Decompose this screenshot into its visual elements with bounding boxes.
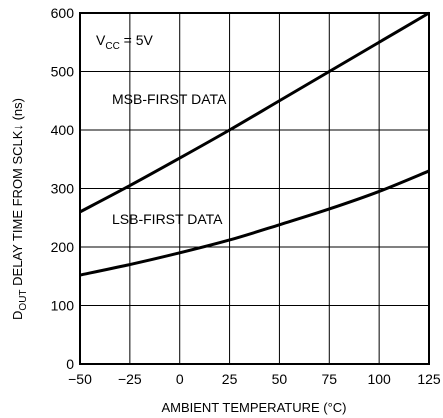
x-tick-label: 125 bbox=[417, 371, 441, 387]
y-tick-label: 300 bbox=[51, 181, 75, 197]
series-label-msb: MSB-FIRST DATA bbox=[112, 91, 227, 107]
vcc-suffix: = 5V bbox=[120, 32, 154, 48]
y-tick-label: 600 bbox=[51, 5, 75, 21]
y-tick-label: 100 bbox=[51, 298, 75, 314]
series-label-lsb: LSB-FIRST DATA bbox=[112, 211, 223, 227]
x-tick-label: 50 bbox=[272, 371, 288, 387]
y-axis-title-subscript: OUT bbox=[18, 289, 29, 310]
grid bbox=[79, 12, 430, 365]
y-tick-label: 0 bbox=[66, 356, 74, 372]
series-line-msb bbox=[79, 11, 430, 214]
plot-frame bbox=[79, 12, 430, 365]
x-axis-title: AMBIENT TEMPERATURE (°C) bbox=[161, 400, 346, 415]
y-tick-label: 200 bbox=[51, 239, 75, 255]
vcc-subscript: CC bbox=[105, 41, 119, 52]
y-tick-label: 500 bbox=[51, 64, 75, 80]
vcc-annotation: VCC = 5V bbox=[96, 32, 154, 52]
x-tick-label: 75 bbox=[321, 371, 337, 387]
x-tick-label: 0 bbox=[176, 371, 184, 387]
y-tick-label: 400 bbox=[51, 122, 75, 138]
x-tick-label: −50 bbox=[68, 371, 92, 387]
tick-labels: −50 −25 0 25 50 75 100 125 0 100 200 300 400 500 600 bbox=[51, 5, 441, 387]
series-line-lsb bbox=[79, 169, 430, 277]
x-tick-label: −25 bbox=[118, 371, 142, 387]
y-axis-title-prefix: D bbox=[10, 311, 25, 320]
series-layer bbox=[79, 11, 430, 277]
vcc-prefix: V bbox=[96, 32, 106, 48]
y-axis-title: DOUT DELAY TIME FROM SCLK↓ (ns) bbox=[10, 98, 29, 320]
x-tick-label: 25 bbox=[222, 371, 238, 387]
y-axis-title-suffix: DELAY TIME FROM SCLK↓ (ns) bbox=[10, 98, 25, 289]
x-tick-label: 100 bbox=[367, 371, 391, 387]
